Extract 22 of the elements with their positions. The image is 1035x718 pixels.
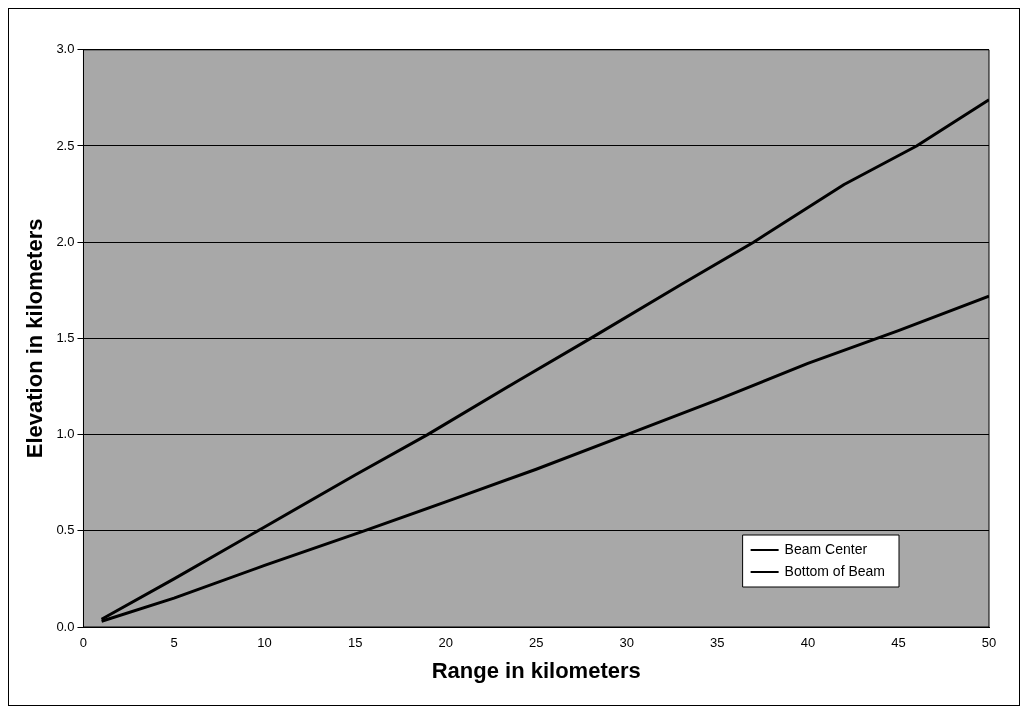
y-tick-label: 3.0 [56,41,75,57]
legend-label: Bottom of Beam [784,562,886,579]
legend-label: Beam Center [784,540,868,557]
x-tick-label: 45 [891,635,906,651]
x-tick-label: 30 [619,635,635,651]
y-tick-label: 2.0 [56,233,75,249]
x-tick-label: 35 [710,635,725,651]
x-tick-label: 10 [257,635,272,651]
y-tick-label: 1.5 [56,329,75,345]
x-tick-label: 0 [79,635,88,651]
y-tick-label: 0.0 [56,618,75,634]
x-tick-label: 40 [800,635,816,651]
x-tick-label: 25 [529,635,544,651]
y-tick-label: 2.5 [56,137,75,153]
y-axis-title: Elevation in kilometers [22,218,48,459]
x-tick-label: 5 [170,635,178,651]
y-tick-label: 0.5 [56,522,75,538]
x-tick-label: 50 [981,635,997,651]
x-tick-label: 20 [438,635,453,651]
y-tick-label: 1.0 [56,426,75,442]
x-axis-title: Range in kilometers [431,657,641,683]
x-tick-label: 15 [347,635,363,651]
